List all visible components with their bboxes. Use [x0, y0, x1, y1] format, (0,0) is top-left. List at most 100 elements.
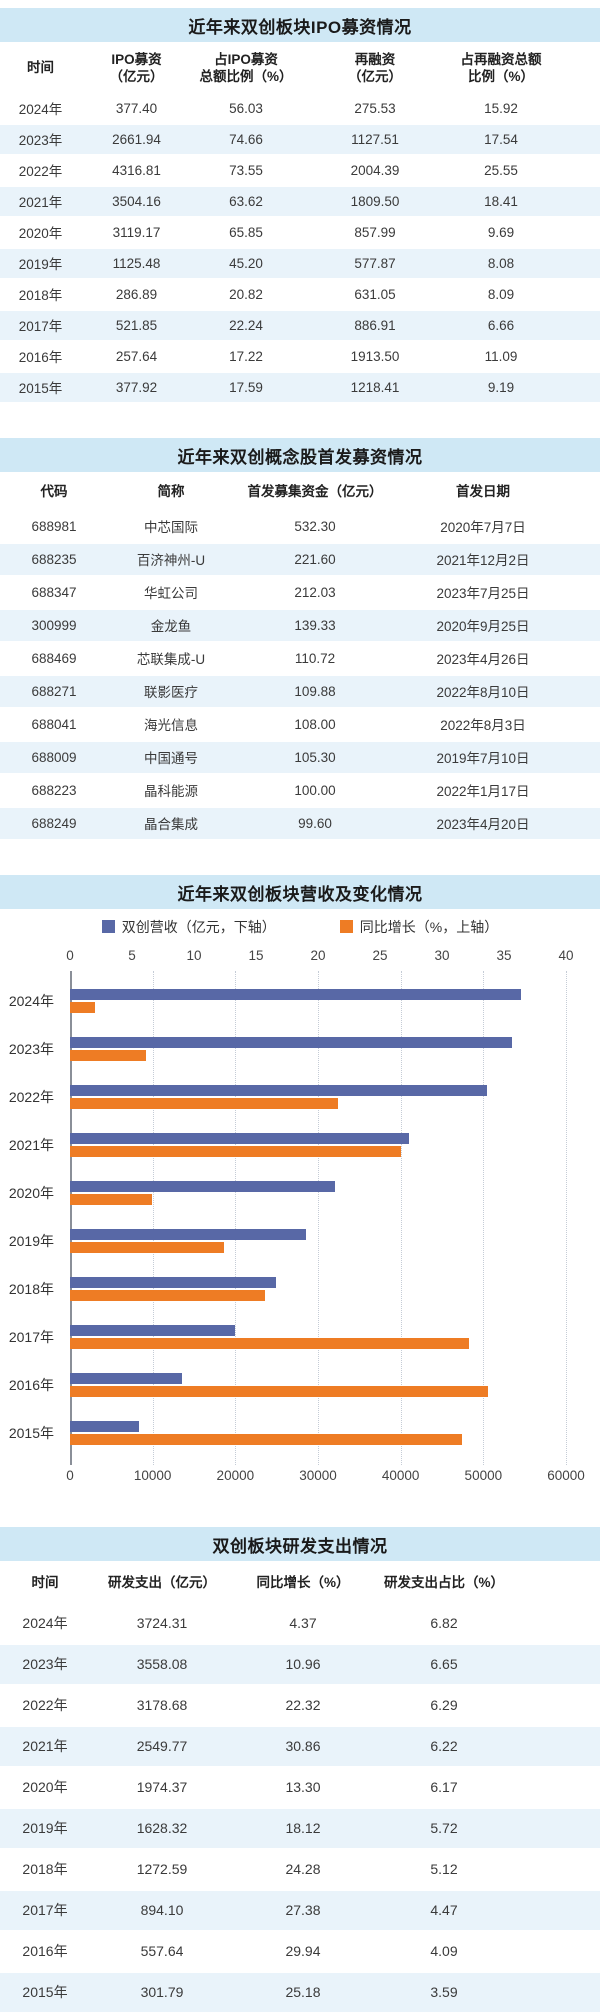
table-cell: 金龙鱼	[150, 619, 192, 635]
table-cell: 6.82	[430, 1615, 458, 1631]
gridline	[566, 970, 567, 1465]
top-axis-tick-label: 20	[310, 947, 326, 963]
growth-bar	[70, 1433, 462, 1445]
table-cell: 13.30	[285, 1779, 321, 1795]
table-cell: 257.64	[115, 348, 158, 364]
table-row: 688009 中国通号 105.30 2019年7月10日	[0, 739, 600, 773]
table-cell: 2020年	[18, 226, 63, 242]
table-row: 2021年 2549.77 30.86 6.22	[0, 1724, 600, 1766]
table-cell: 212.03	[294, 584, 336, 600]
table-cell: 2004.39	[350, 162, 400, 178]
table-cell: 芯联集成-U	[136, 652, 206, 668]
table-row: 2019年 1125.48 45.20 577.87 8.08	[0, 246, 600, 278]
table-cell: 2020年7月7日	[440, 520, 526, 536]
table-cell: 2021年	[18, 195, 63, 211]
column-header: 代码	[40, 483, 68, 499]
year-label: 2019年	[8, 1232, 54, 1249]
gridline	[235, 970, 237, 1465]
top-axis-tick-label: 40	[558, 947, 574, 963]
column-header: 占IPO募资 总额比例（%）	[199, 52, 293, 84]
table-cell: 6.29	[430, 1697, 458, 1713]
table-cell: 73.55	[229, 162, 263, 178]
table-cell: 6.17	[430, 1779, 458, 1795]
top-axis-tick-label: 5	[128, 947, 136, 963]
table-cell: 20.82	[229, 286, 263, 302]
table-row: 2023年 3558.08 10.96 6.65	[0, 1642, 600, 1684]
table-cell: 857.99	[354, 224, 396, 240]
table-row: 300999 金龙鱼 139.33 2020年9月25日	[0, 607, 600, 641]
table-header-row: 时间 IPO募资 （亿元） 占IPO募资 总额比例（%） 再融资 （亿元） 占再融资总额…	[0, 46, 600, 92]
growth-bar	[70, 1193, 152, 1205]
table-cell: 25.18	[285, 1984, 321, 2000]
table-cell: 105.30	[294, 749, 336, 765]
table-cell: 2661.94	[112, 131, 161, 147]
column-header: 简称	[157, 483, 185, 499]
column-header: 研发支出（亿元）	[108, 1574, 216, 1590]
table-cell: 3.59	[430, 1984, 458, 2000]
table-cell: 1125.48	[112, 255, 161, 271]
table-cell: 688271	[31, 683, 77, 699]
table-cell: 521.85	[115, 317, 158, 333]
table-row: 688271 联影医疗 109.88 2022年8月10日	[0, 673, 600, 707]
table-header-row: 代码 简称 首发募集资金（亿元） 首发日期	[0, 476, 600, 509]
growth-bar	[70, 1145, 402, 1157]
table-cell: 9.19	[487, 379, 515, 395]
table-row: 2016年 257.64 17.22 1913.50 11.09	[0, 339, 600, 371]
table-cell: 4.37	[289, 1615, 317, 1631]
table-cell: 377.40	[115, 100, 158, 116]
table-row: 688041 海光信息 108.00 2022年8月3日	[0, 706, 600, 740]
growth-bar	[70, 1241, 224, 1253]
table-cell: 286.89	[115, 286, 158, 302]
table-cell: 4.47	[430, 1902, 458, 1918]
table-cell: 17.59	[229, 379, 263, 395]
table-row: 2022年 3178.68 22.32 6.29	[0, 1683, 600, 1725]
table-cell: 1809.50	[350, 193, 400, 209]
growth-legend-swatch	[339, 920, 353, 934]
revenue-bar	[70, 1084, 488, 1096]
table-row: 688249 晶合集成 99.60 2023年4月20日	[0, 805, 600, 839]
table-row: 2015年 377.92 17.59 1218.41 9.19	[0, 370, 600, 402]
growth-bar	[70, 1385, 488, 1397]
revenue-bar	[70, 1036, 513, 1048]
bottom-axis-tick-label: 30000	[299, 1467, 337, 1483]
table-cell: 晶合集成	[144, 817, 198, 833]
revenue-bar	[70, 1420, 140, 1432]
table-row: 688347 华虹公司 212.03 2023年7月25日	[0, 574, 600, 608]
table-row: 2019年 1628.32 18.12 5.72	[0, 1806, 600, 1848]
top-axis-tick-label: 25	[372, 947, 388, 963]
year-label: 2022年	[8, 1088, 54, 1105]
table-cell: 65.85	[229, 224, 263, 240]
table-row: 2018年 286.89 20.82 631.05 8.09	[0, 277, 600, 309]
column-header: IPO募资 （亿元）	[109, 52, 164, 84]
column-header: 占再融资总额 比例（%）	[460, 52, 542, 84]
revenue-bar	[70, 1180, 335, 1192]
table-cell: 2023年7月25日	[436, 586, 530, 602]
table-cell: 74.66	[229, 131, 263, 147]
table-cell: 377.92	[115, 379, 158, 395]
table-cell: 631.05	[354, 286, 396, 302]
table-row: 2020年 3119.17 65.85 857.99 9.69	[0, 215, 600, 247]
revenue-chart-plot: 2024年 2023年 2022年 2021年 2020年 2019年 2018年 2017年…	[0, 970, 600, 1465]
growth-legend-label: 同比增长（%，上轴）	[359, 918, 499, 935]
bottom-axis-tick-label: 40000	[381, 1467, 420, 1483]
table-cell: 中芯国际	[144, 520, 198, 536]
column-header: 首发日期	[456, 483, 510, 499]
growth-bar	[70, 1289, 265, 1301]
table-cell: 8.09	[487, 286, 515, 302]
table-cell: 17.22	[229, 348, 263, 364]
bottom-axis-tick-label: 50000	[464, 1467, 503, 1483]
table-cell: 275.53	[354, 100, 396, 116]
table-row: 2020年 1974.37 13.30 6.17	[0, 1765, 600, 1807]
column-header: 同比增长（%）	[256, 1574, 350, 1590]
revenue-bar	[70, 1372, 183, 1384]
table-cell: 63.62	[229, 193, 263, 209]
table-cell: 2023年4月26日	[436, 652, 530, 668]
table-cell: 2017年	[18, 319, 63, 335]
column-header: 研发支出占比（%）	[383, 1574, 504, 1590]
table-cell: 华虹公司	[144, 586, 198, 602]
table-cell: 5.12	[430, 1861, 458, 1877]
table-cell: 300999	[31, 617, 77, 633]
ipo-table-title: 近年来双创板块IPO募资情况	[0, 8, 600, 42]
table-cell: 2023年	[18, 133, 63, 149]
column-header: 时间	[31, 1574, 59, 1590]
